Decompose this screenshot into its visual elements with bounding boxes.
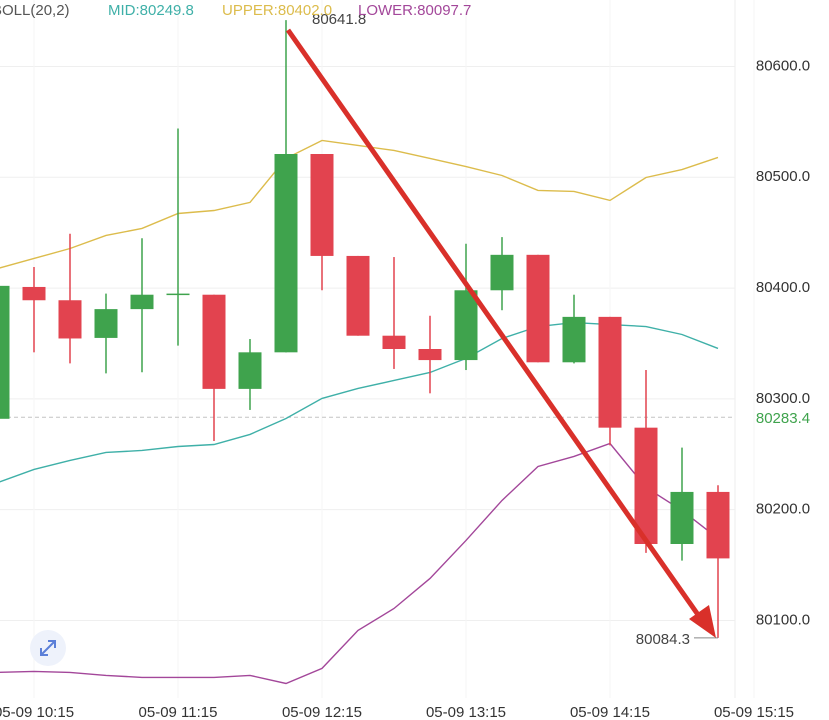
high-marker: 80641.8 [312, 11, 366, 28]
candle-body [706, 491, 730, 559]
boll-line [0, 442, 719, 685]
legend-entry: LOWER:80097.7 [358, 2, 471, 19]
candle-body [274, 154, 298, 353]
candle-body [670, 491, 694, 544]
y-tick-label: 80300.0 [756, 390, 810, 407]
indicator-lines [0, 139, 719, 685]
candle-body [382, 335, 406, 349]
candle-body [0, 285, 10, 419]
x-tick-label: 05-09 13:15 [426, 704, 506, 720]
candle-body [418, 349, 442, 361]
candle-body [22, 286, 46, 301]
candle-body [130, 294, 154, 310]
candle-body [58, 300, 82, 339]
labels: 80100.0 80200.0 80300.0 80400.0 80500.0 80600… [0, 2, 810, 720]
boll-line [0, 139, 719, 269]
candle-body [454, 290, 478, 361]
candle-body [202, 294, 226, 389]
candle-body [238, 352, 262, 389]
x-tick-label: 05-09 12:15 [282, 704, 362, 720]
y-tick-label: 80500.0 [756, 168, 810, 185]
y-tick-label: 80600.0 [756, 57, 810, 74]
y-tick-label: 80100.0 [756, 611, 810, 628]
candle-body [526, 254, 550, 363]
arrow-head [689, 605, 716, 638]
low-marker: 80084.3 [636, 631, 690, 648]
candle-body [634, 427, 658, 544]
x-tick-label: 05-09 14:15 [570, 704, 650, 720]
candle-body [346, 255, 370, 336]
y-tick-label: 80400.0 [756, 279, 810, 296]
x-tick-label: 05-09 10:15 [0, 704, 74, 720]
arrow [285, 28, 704, 621]
legend-entry: MID:80249.8 [108, 2, 194, 19]
candle-body [166, 293, 190, 296]
candles [0, 20, 730, 638]
indicator-label: BOLL(20,2) [0, 2, 70, 19]
last-price-label: 80283.4 [756, 410, 810, 427]
legend-entry: UPPER:80402.0 [222, 2, 332, 19]
boll-line [0, 321, 719, 483]
expand-button[interactable] [30, 630, 66, 666]
candle-body [562, 316, 586, 363]
candle-body [598, 316, 622, 428]
y-tick-label: 80200.0 [756, 501, 810, 518]
candle-body [94, 309, 118, 338]
x-tick-label: 05-09 15:15 [714, 704, 794, 720]
candle-body [310, 154, 334, 256]
candle-body [490, 254, 514, 291]
x-tick-label: 05-09 11:15 [139, 704, 218, 720]
